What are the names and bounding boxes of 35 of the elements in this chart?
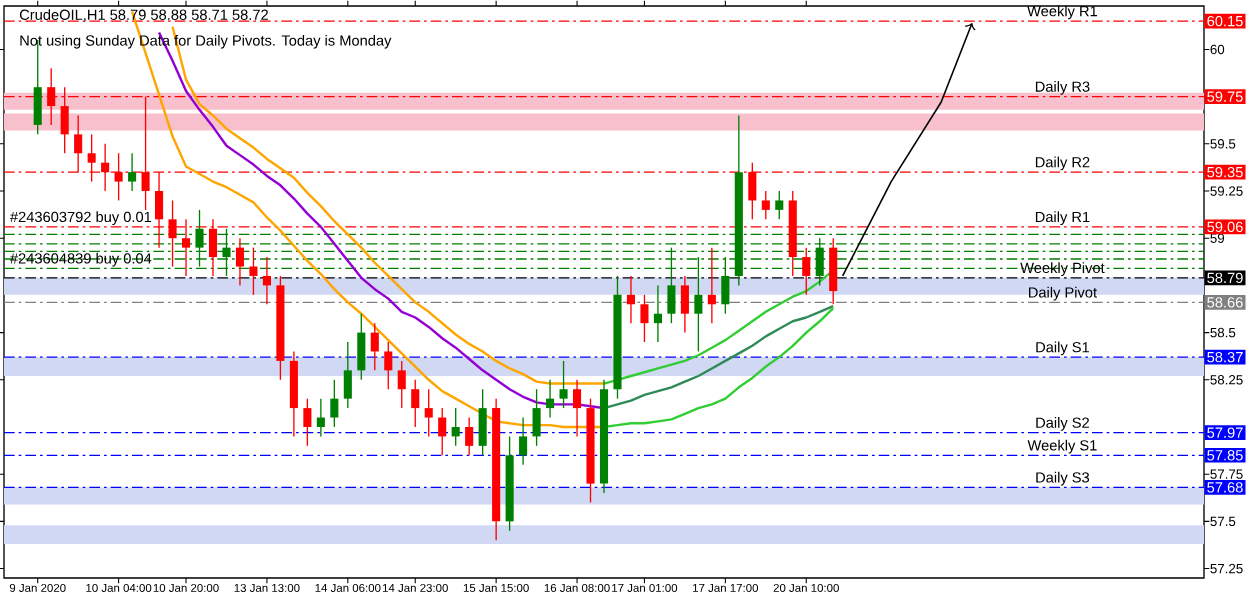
candlestick [829, 237, 838, 305]
candlestick [330, 379, 339, 428]
candlestick [128, 152, 137, 192]
candlestick [384, 341, 393, 390]
candlestick [249, 246, 258, 296]
candlestick [424, 388, 433, 438]
candlestick [572, 379, 582, 438]
candlestick [262, 256, 271, 305]
candlestick [451, 407, 460, 447]
line-series [602, 304, 835, 410]
candlestick [289, 350, 298, 438]
candlestick [640, 294, 649, 343]
candlestick [680, 275, 689, 334]
candlestick [546, 379, 555, 419]
candlestick [707, 246, 716, 324]
candlestick [465, 416, 474, 456]
candlestick [438, 407, 447, 456]
candlestick [653, 284, 662, 343]
candlestick [316, 397, 325, 438]
candlestick [626, 275, 636, 324]
candlestick [519, 416, 528, 466]
line-series [602, 306, 835, 429]
candlestick [532, 388, 541, 447]
candlestick [802, 246, 811, 296]
candlestick [343, 341, 352, 409]
candlestick [775, 190, 784, 220]
candlestick [761, 190, 770, 220]
candlestick [559, 360, 568, 409]
candlestick [370, 322, 379, 372]
candlestick [397, 360, 406, 409]
candlestick [235, 237, 245, 287]
candlestick [303, 397, 312, 447]
candlestick [478, 388, 487, 456]
candlestick [357, 313, 366, 381]
candlestick [411, 379, 420, 428]
